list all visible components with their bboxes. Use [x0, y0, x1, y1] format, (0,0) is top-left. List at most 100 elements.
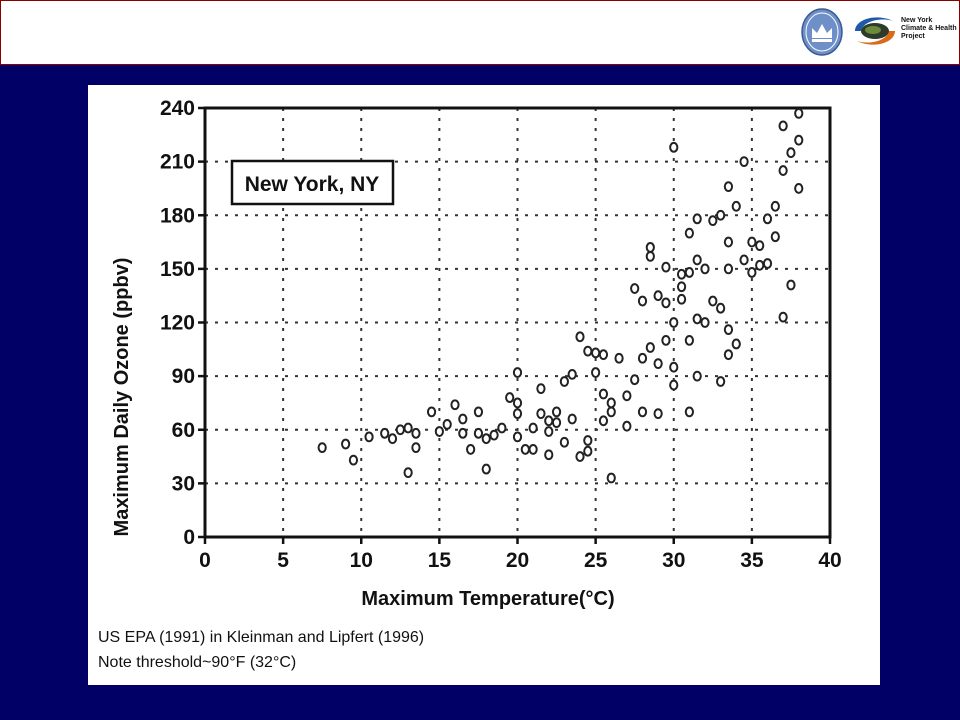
- data-point: [559, 376, 569, 387]
- data-point: [512, 397, 523, 409]
- data-point: [512, 408, 523, 420]
- y-tick-label: 120: [160, 312, 195, 335]
- y-tick-label: 30: [172, 472, 195, 495]
- data-point: [731, 200, 741, 212]
- data-point: [528, 422, 538, 434]
- data-point: [692, 213, 702, 225]
- data-point: [544, 449, 554, 461]
- data-point: [700, 317, 710, 328]
- data-point: [669, 317, 679, 328]
- data-point: [606, 406, 616, 418]
- project-name-line: Climate & Health: [901, 25, 957, 32]
- axis-ticks: 0 5 10 15 20 25 30 35 40 0 30 60 90 120 150 180 210 240: [160, 97, 842, 572]
- data-point: [778, 165, 788, 176]
- data-point: [364, 431, 374, 443]
- data-point: [676, 293, 687, 305]
- y-tick-label: 90: [172, 365, 195, 388]
- y-axis-label: Maximum Daily Ozone (ppbv): [111, 258, 133, 537]
- data-point: [512, 367, 523, 378]
- caption-note: Note threshold~90°F (32°C): [98, 654, 297, 671]
- x-tick-label: 30: [662, 549, 685, 572]
- data-point: [645, 242, 655, 253]
- x-tick-label: 40: [818, 549, 841, 572]
- data-point: [591, 367, 601, 378]
- data-point: [512, 431, 523, 443]
- data-point: [762, 258, 773, 269]
- data-point: [583, 345, 593, 357]
- data-point: [700, 263, 710, 275]
- y-tick-label: 210: [160, 151, 195, 174]
- data-point: [786, 147, 796, 159]
- y-tick-label: 60: [172, 419, 195, 442]
- data-point: [676, 268, 687, 280]
- scatter-chart: 0 5 10 15 20 25 30 35 40 0 30 60 90 120 150 180 210 240 N…: [111, 97, 842, 610]
- data-point: [473, 406, 484, 418]
- data-point: [716, 302, 726, 314]
- data-point: [606, 397, 616, 409]
- data-point: [473, 427, 484, 439]
- data-point: [466, 444, 476, 455]
- data-point: [739, 254, 749, 266]
- data-point: [317, 442, 327, 454]
- data-point: [403, 467, 413, 479]
- data-point: [575, 331, 585, 343]
- data-point: [481, 463, 491, 475]
- data-point: [692, 313, 702, 325]
- data-point: [458, 413, 468, 425]
- data-point: [341, 438, 351, 450]
- data-point: [778, 120, 788, 132]
- data-point: [450, 399, 460, 411]
- data-point: [637, 406, 648, 418]
- data-point: [669, 361, 679, 373]
- data-point: [598, 388, 609, 400]
- data-point: [653, 408, 663, 420]
- data-point: [684, 334, 694, 346]
- data-point: [669, 379, 679, 391]
- data-point: [755, 259, 765, 271]
- data-point: [551, 406, 562, 418]
- swirl-globe-logo-icon: [855, 17, 895, 45]
- data-point: [645, 342, 655, 353]
- data-point: [676, 281, 687, 293]
- data-point: [661, 297, 671, 309]
- y-tick-label: 0: [183, 526, 195, 549]
- data-point: [567, 413, 577, 425]
- data-point: [442, 418, 452, 430]
- data-point: [684, 267, 694, 278]
- data-point: [426, 406, 437, 418]
- data-point: [692, 370, 702, 382]
- data-point: [348, 454, 359, 466]
- data-point: [716, 376, 726, 387]
- data-point: [692, 254, 702, 266]
- data-point: [708, 215, 718, 227]
- x-tick-label: 35: [740, 549, 764, 572]
- figure-caption: US EPA (1991) in Kleinman and Lipfert (1…: [98, 625, 424, 675]
- y-tick-label: 240: [160, 97, 195, 120]
- data-point: [637, 352, 648, 364]
- data-point: [630, 374, 640, 386]
- data-point: [622, 390, 632, 402]
- data-point: [747, 236, 757, 248]
- data-point: [520, 444, 530, 455]
- data-point: [653, 358, 663, 370]
- data-point: [637, 295, 648, 307]
- data-point: [434, 426, 444, 437]
- data-point: [536, 383, 546, 395]
- data-point: [645, 250, 655, 262]
- data-point: [770, 200, 780, 212]
- data-point: [755, 240, 765, 252]
- project-name-line: Project: [901, 33, 925, 40]
- data-point: [583, 445, 593, 457]
- data-point: [739, 156, 749, 168]
- data-point: [481, 433, 491, 445]
- data-point: [762, 213, 773, 225]
- header-bar: New York Climate & Health Project: [0, 0, 960, 65]
- data-point: [411, 427, 421, 439]
- data-point: [723, 181, 734, 193]
- data-point: [395, 424, 405, 436]
- data-point: [622, 420, 632, 432]
- data-point: [387, 433, 398, 445]
- data-point: [497, 422, 507, 434]
- inset-label-box: New York, NY: [230, 159, 395, 206]
- data-point: [598, 349, 609, 361]
